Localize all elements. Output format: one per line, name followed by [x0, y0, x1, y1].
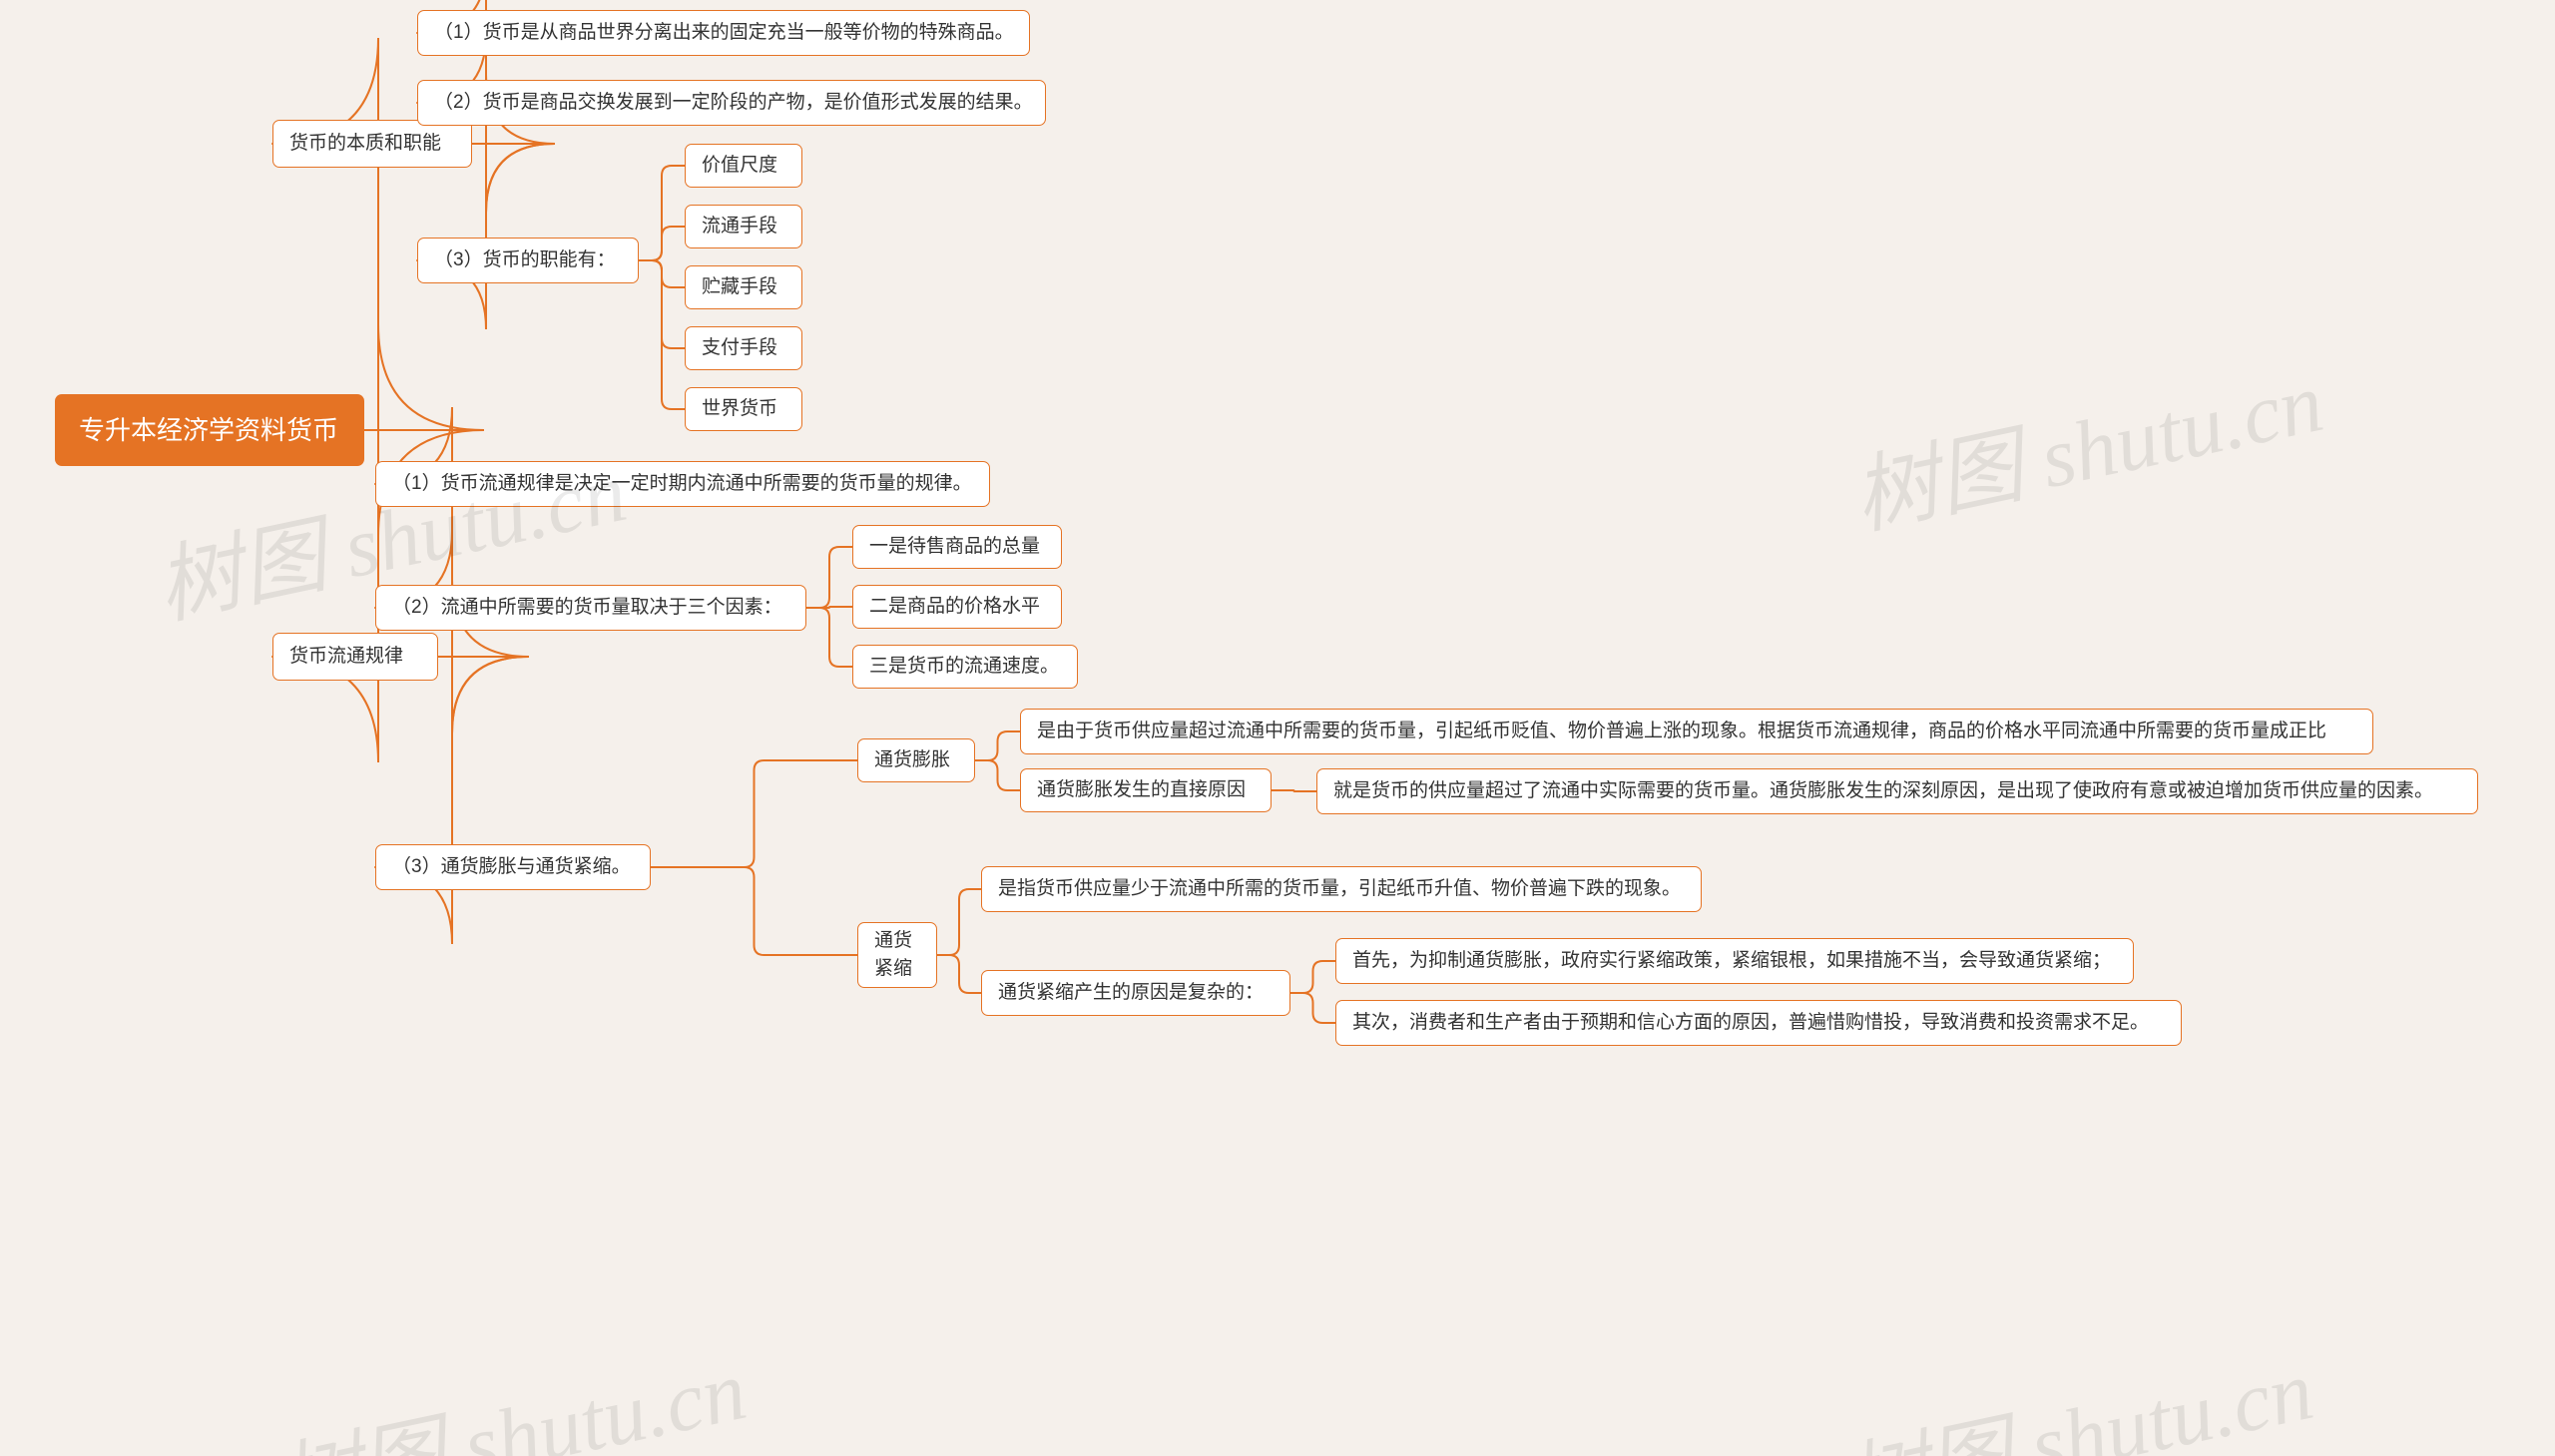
node-circulation-law[interactable]: 货币流通规律: [272, 633, 438, 681]
root-node[interactable]: 专升本经济学资料货币: [55, 394, 364, 466]
node-b3[interactable]: （3）通货膨胀与通货紧缩。: [375, 844, 651, 890]
node-b2b[interactable]: 二是商品的价格水平: [852, 585, 1062, 629]
node-b2c[interactable]: 三是货币的流通速度。: [852, 645, 1078, 689]
node-c2b2[interactable]: 其次，消费者和生产者由于预期和信心方面的原因，普遍惜购惜投，导致消费和投资需求不…: [1335, 1000, 2182, 1046]
node-c2[interactable]: 通货紧缩: [857, 922, 937, 988]
node-c2b1[interactable]: 首先，为抑制通货膨胀，政府实行紧缩政策，紧缩银根，如果措施不当，会导致通货紧缩；: [1335, 938, 2134, 984]
node-c1b[interactable]: 通货膨胀发生的直接原因: [1020, 768, 1272, 812]
node-a2[interactable]: （2）货币是商品交换发展到一定阶段的产物，是价值形式发展的结果。: [417, 80, 1046, 126]
node-c2a[interactable]: 是指货币供应量少于流通中所需的货币量，引起纸币升值、物价普遍下跌的现象。: [981, 866, 1702, 912]
node-b2a[interactable]: 一是待售商品的总量: [852, 525, 1062, 569]
node-c2b[interactable]: 通货紧缩产生的原因是复杂的：: [981, 970, 1290, 1016]
node-c1a[interactable]: 是由于货币供应量超过流通中所需要的货币量，引起纸币贬值、物价普遍上涨的现象。根据…: [1020, 709, 2373, 754]
node-a3a[interactable]: 价值尺度: [685, 144, 802, 188]
node-a1[interactable]: （1）货币是从商品世界分离出来的固定充当一般等价物的特殊商品。: [417, 10, 1030, 56]
node-a3c[interactable]: 贮藏手段: [685, 265, 802, 309]
node-essence[interactable]: 货币的本质和职能: [272, 120, 472, 168]
node-a3[interactable]: （3）货币的职能有：: [417, 238, 639, 283]
node-c1b1[interactable]: 就是货币的供应量超过了流通中实际需要的货币量。通货膨胀发生的深刻原因，是出现了使…: [1316, 768, 2478, 814]
watermark: 树图 shutu.cn: [1840, 333, 2331, 552]
watermark: 树图 shutu.cn: [263, 1321, 755, 1456]
node-b1[interactable]: （1）货币流通规律是决定一定时期内流通中所需要的货币量的规律。: [375, 461, 990, 507]
node-a3d[interactable]: 支付手段: [685, 326, 802, 370]
node-a3e[interactable]: 世界货币: [685, 387, 802, 431]
node-a3b[interactable]: 流通手段: [685, 205, 802, 248]
node-b2[interactable]: （2）流通中所需要的货币量取决于三个因素：: [375, 585, 806, 631]
node-c1[interactable]: 通货膨胀: [857, 738, 975, 782]
watermark: 树图 shutu.cn: [1830, 1321, 2321, 1456]
